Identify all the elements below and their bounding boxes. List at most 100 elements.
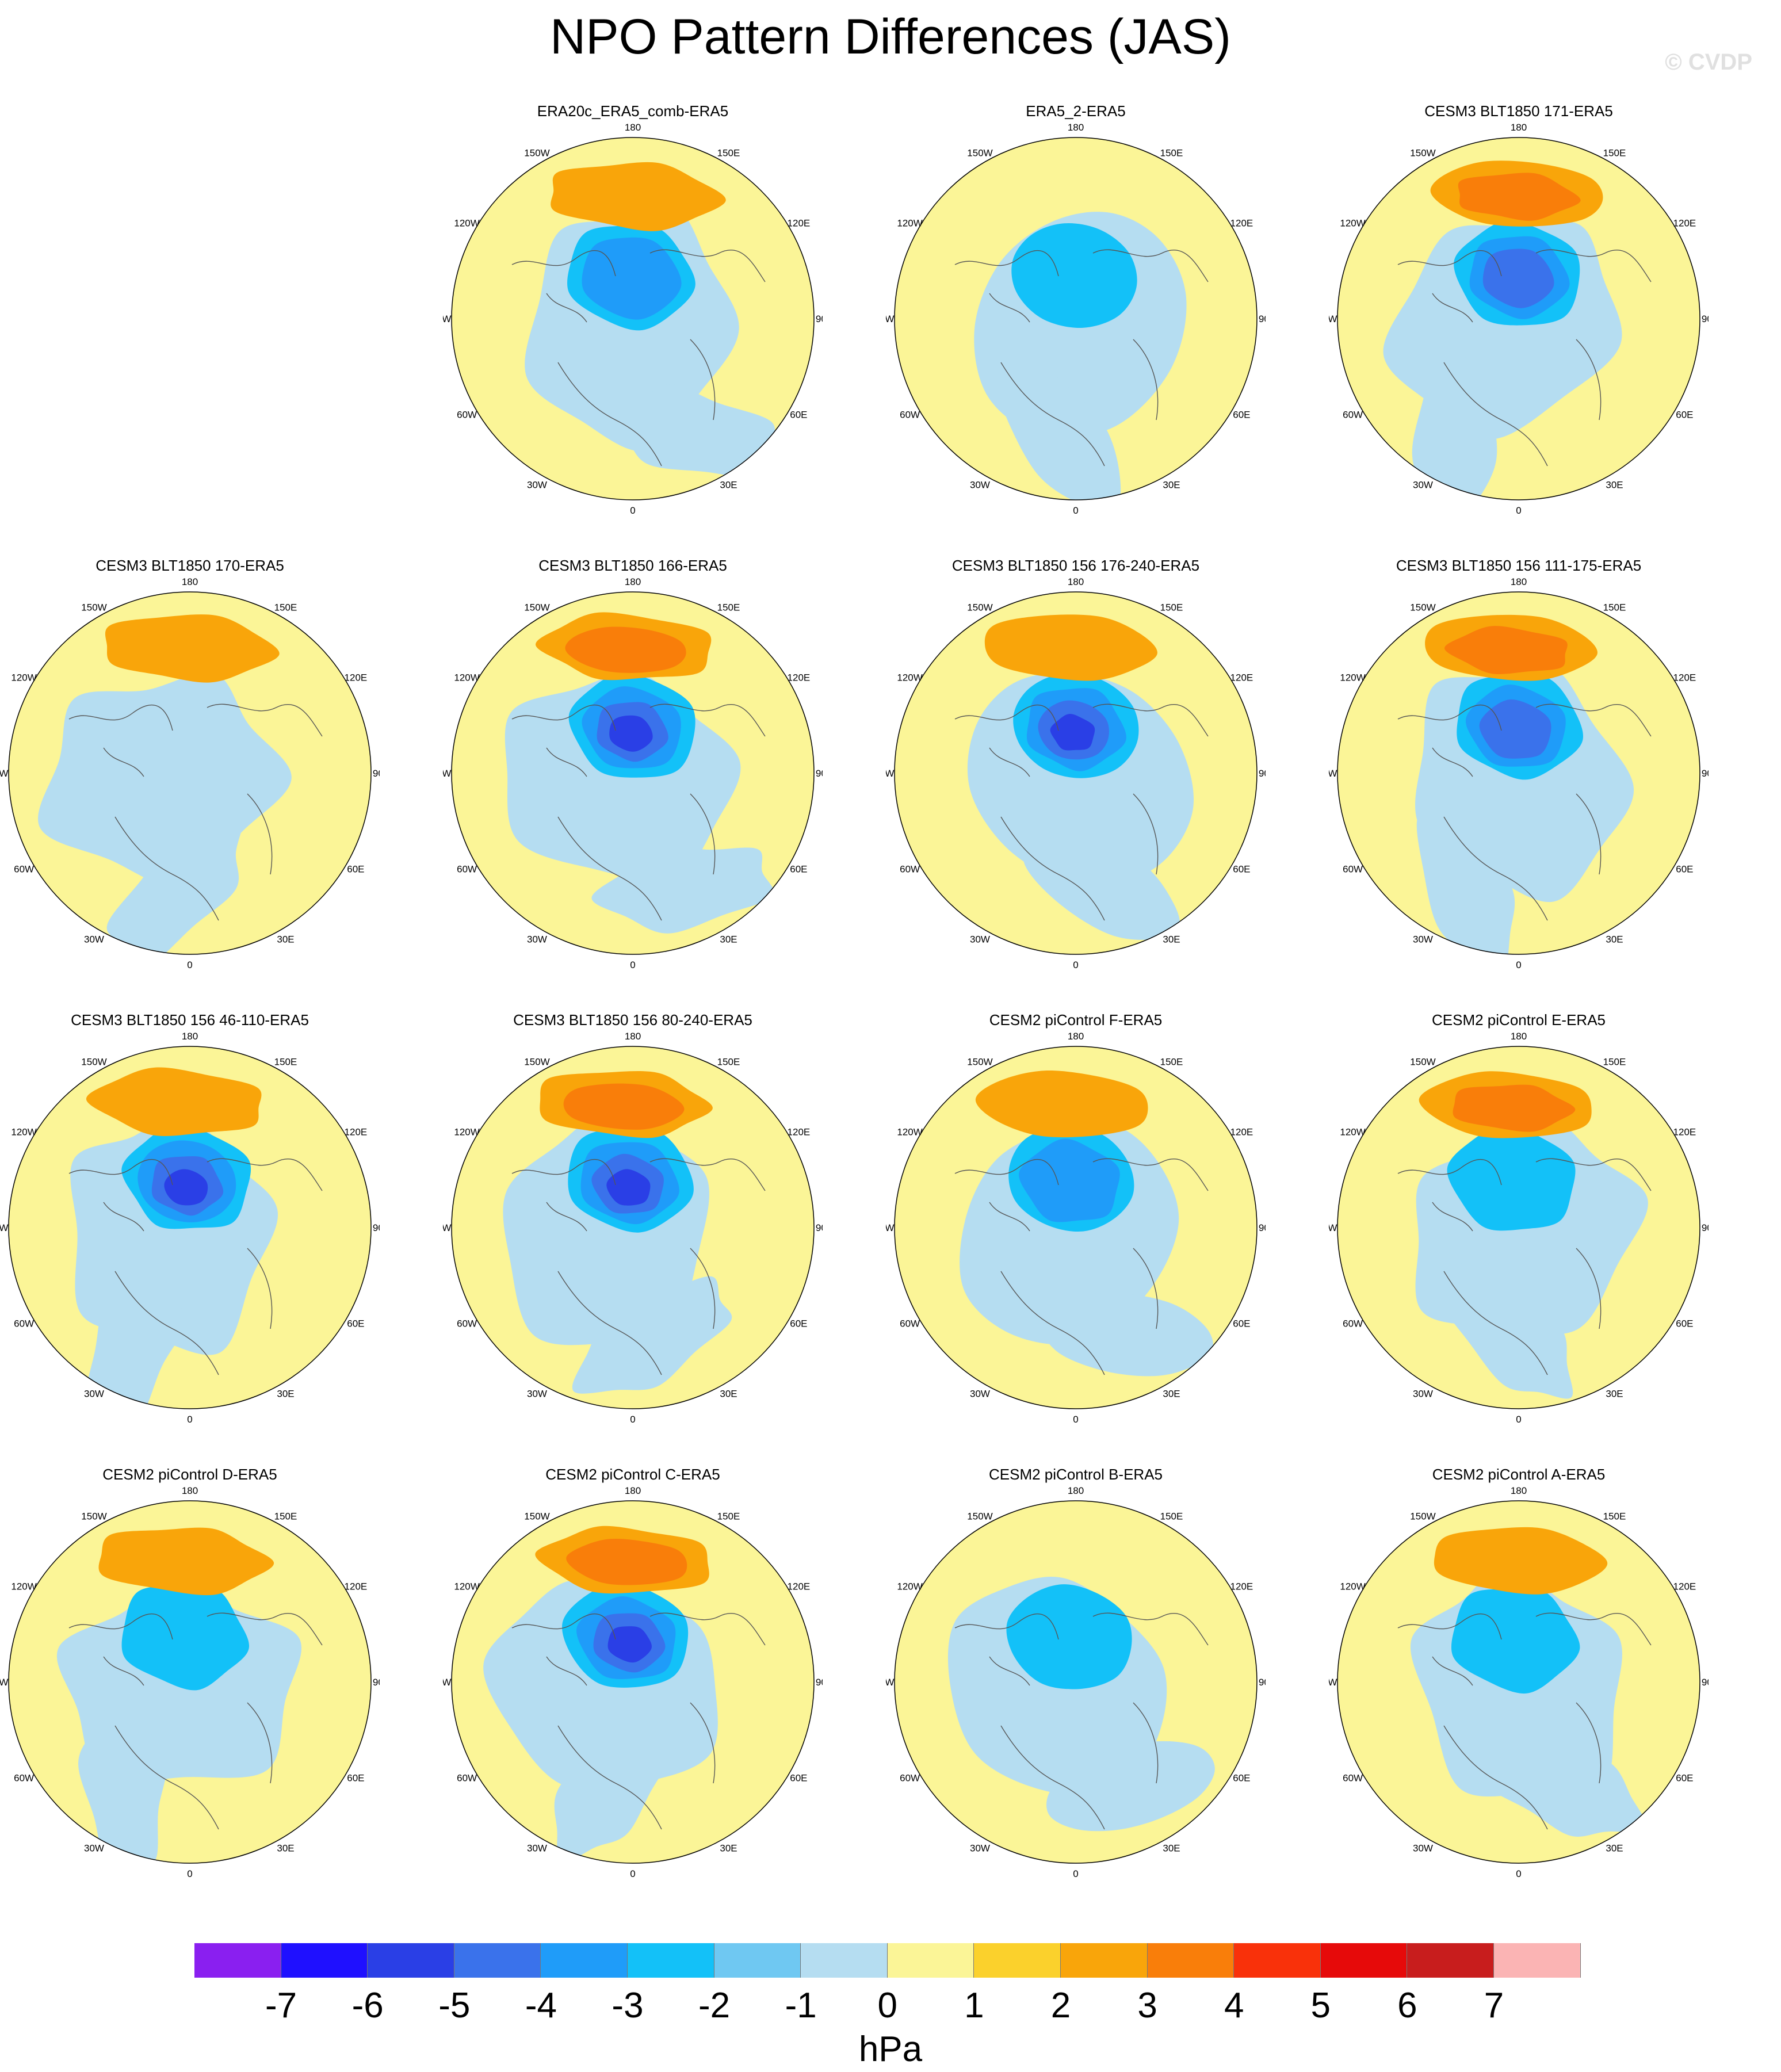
longitude-label: 60W — [900, 410, 920, 420]
contour-fill--5 — [606, 1169, 651, 1206]
longitude-label: 30E — [720, 479, 737, 490]
panel-title: CESM2 piControl F-ERA5 — [989, 1011, 1163, 1029]
longitude-label: 60W — [457, 1773, 477, 1784]
longitude-label: 90W — [1329, 1222, 1337, 1233]
longitude-label: 0 — [187, 1868, 192, 1879]
colorbar-swatch — [1061, 1943, 1148, 1978]
panel-title: CESM2 piControl A-ERA5 — [1432, 1466, 1606, 1483]
polar-map: 180 150E 120E 90E 60E 30E 0 30W 60W 90W 120W 150W — [443, 576, 823, 970]
longitude-label: 90W — [0, 1222, 8, 1233]
colorbar-tick-label: -1 — [785, 1986, 817, 2025]
longitude-label: 60W — [14, 1773, 34, 1784]
longitude-label: 120E — [788, 218, 811, 229]
contour-fill-minus1 — [78, 1685, 167, 1863]
coastline — [1000, 816, 1105, 921]
contour-fill--5 — [609, 715, 653, 752]
polar-map: 180 150E 120E 90E 60E 30E 0 30W 60W 90W 120W 150W — [443, 1031, 823, 1424]
longitude-label: 180 — [182, 1031, 198, 1042]
longitude-label: 120W — [11, 1581, 36, 1592]
coastline — [511, 1613, 616, 1640]
panel-title: CESM3 BLT1850 166-ERA5 — [538, 557, 727, 574]
coastline — [1443, 816, 1548, 921]
contour-fill-minus1 — [1041, 1293, 1213, 1377]
longitude-label: 120E — [788, 1581, 811, 1592]
longitude-label: 150W — [524, 148, 549, 159]
colorbar-tick-label: 4 — [1224, 1986, 1244, 2025]
map-border — [451, 1046, 815, 1409]
longitude-label: 60W — [900, 1318, 920, 1329]
colorbar-swatch — [801, 1943, 888, 1978]
longitude-label: 0 — [1073, 1414, 1078, 1424]
longitude-label: 60W — [1343, 410, 1363, 420]
contour-fill-2 — [984, 614, 1157, 681]
longitude-label: 150W — [524, 1511, 549, 1522]
colorbar-tick-label: -7 — [265, 1986, 297, 2025]
longitude-label: 30E — [720, 934, 737, 945]
polar-map: 180 150E 120E 90E 60E 30E 0 30W 60W 90W 120W 150W — [886, 122, 1266, 515]
coastline — [557, 1271, 662, 1375]
longitude-label: 90W — [0, 768, 8, 779]
polar-map: 180 150E 120E 90E 60E 30E 0 30W 60W 90W 120W 150W — [0, 1485, 380, 1879]
polar-map: 180 150E 120E 90E 60E 30E 0 30W 60W 90W 120W 150W — [1329, 1031, 1709, 1424]
coastline — [1092, 1612, 1209, 1646]
map-panel: CESM3 BLT1850 166-ERA5 180 150E 120E 90E 60E 3… — [443, 556, 823, 970]
map-border — [8, 1046, 372, 1409]
longitude-label: 150E — [1160, 1057, 1183, 1068]
contour-fill-3 — [565, 626, 686, 673]
longitude-label: 60E — [1676, 1318, 1693, 1329]
coastline — [511, 1159, 616, 1186]
longitude-label: 60W — [1343, 864, 1363, 875]
longitude-label: 150E — [717, 602, 740, 613]
longitude-label: 120E — [345, 1127, 368, 1138]
longitude-label: 60E — [1676, 864, 1693, 875]
longitude-label: 90W — [1329, 768, 1337, 779]
coastline — [1432, 1656, 1473, 1686]
longitude-label: 90E — [1259, 1222, 1266, 1233]
longitude-label: 30E — [1163, 1842, 1180, 1853]
longitude-label: 120E — [1230, 218, 1253, 229]
panel-title: CESM3 BLT1850 171-ERA5 — [1424, 102, 1613, 120]
longitude-label: 120W — [1340, 672, 1365, 683]
coastline — [1133, 793, 1159, 875]
longitude-label: 0 — [1073, 505, 1078, 515]
contour-fill--3 — [582, 237, 682, 320]
longitude-label: 30E — [277, 1842, 294, 1853]
contour-fill-minus1 — [1482, 1731, 1647, 1837]
longitude-label: 60E — [1676, 1773, 1693, 1784]
coastline — [1443, 362, 1548, 467]
coastline — [1535, 704, 1652, 737]
longitude-label: 90W — [443, 768, 451, 779]
colorbar-swatch — [714, 1943, 801, 1978]
longitude-label: 120W — [11, 1127, 36, 1138]
coastline — [1432, 1202, 1473, 1232]
longitude-label: 0 — [630, 505, 635, 515]
longitude-label: 150W — [967, 1057, 992, 1068]
longitude-label: 180 — [625, 1031, 641, 1042]
longitude-label: 150W — [1410, 602, 1435, 613]
longitude-label: 120W — [897, 672, 922, 683]
longitude-label: 180 — [182, 1485, 198, 1496]
longitude-label: 30E — [277, 934, 294, 945]
coastline — [1092, 1158, 1209, 1191]
panel-title: CESM2 piControl D-ERA5 — [102, 1466, 277, 1483]
contour-fill-3 — [1458, 173, 1581, 221]
coastline — [247, 1248, 273, 1329]
longitude-label: 120E — [345, 672, 368, 683]
polar-map: 180 150E 120E 90E 60E 30E 0 30W 60W 90W 120W 150W — [0, 1031, 380, 1424]
longitude-label: 150E — [1160, 1511, 1183, 1522]
longitude-label: 150E — [1603, 1511, 1626, 1522]
watermark: © CVDP — [1665, 49, 1752, 75]
longitude-label: 90E — [1259, 1677, 1266, 1688]
longitude-label: 60E — [1233, 410, 1250, 420]
coastline — [1576, 1702, 1602, 1784]
longitude-label: 60W — [1343, 1773, 1363, 1784]
contour-fill-minus1 — [83, 1249, 186, 1409]
coastline — [989, 747, 1030, 777]
coastline — [690, 1702, 716, 1784]
longitude-label: 90W — [886, 1677, 894, 1688]
longitude-label: 150W — [1410, 148, 1435, 159]
contour-fill--2 — [121, 1585, 250, 1691]
longitude-label: 120W — [1340, 218, 1365, 229]
contour-fill-minus1 — [1436, 1257, 1573, 1399]
longitude-label: 60W — [457, 410, 477, 420]
